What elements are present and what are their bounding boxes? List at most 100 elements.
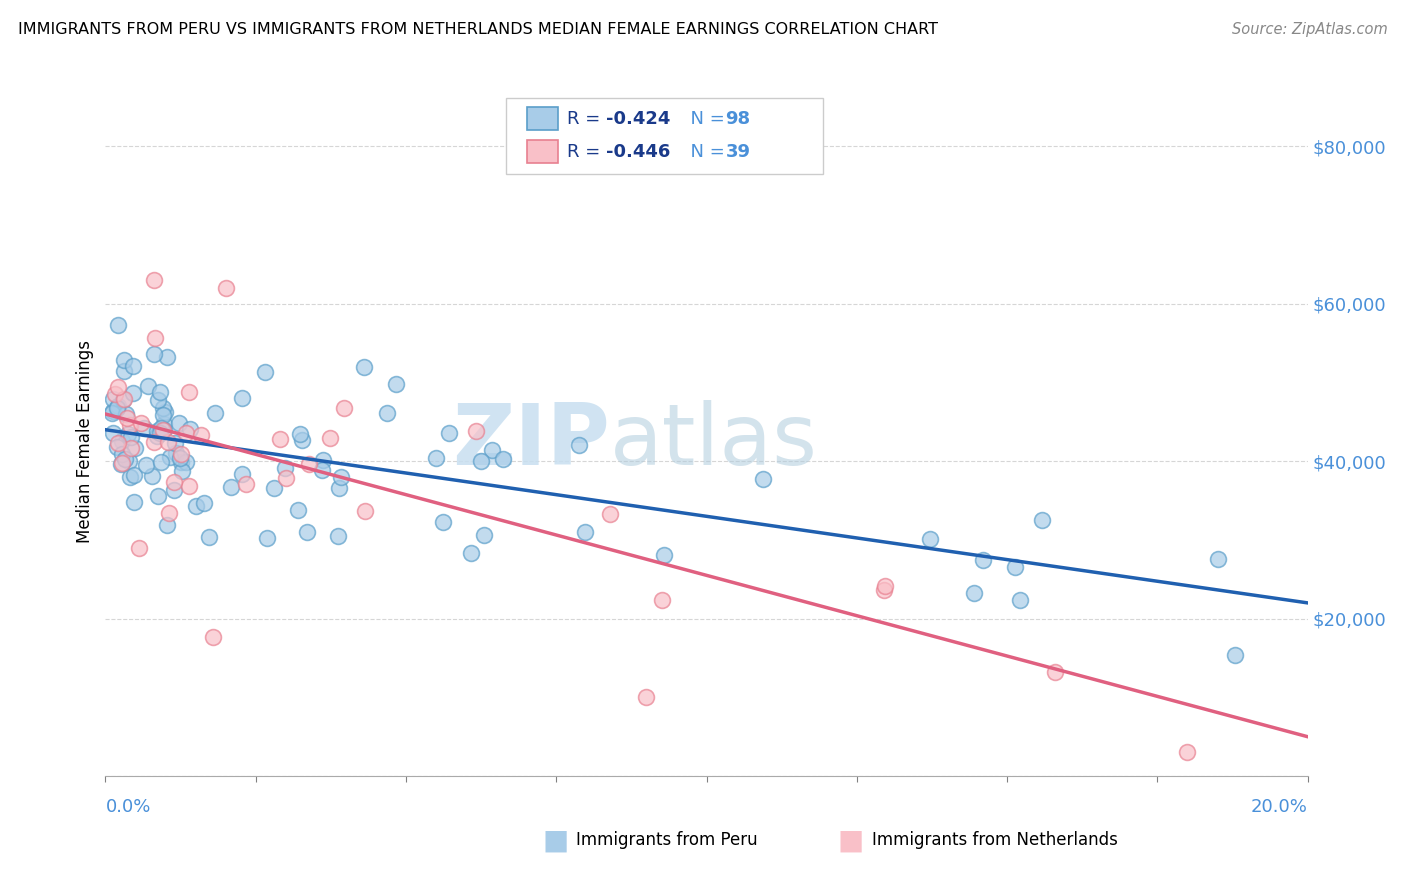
Text: N =: N = [679,110,731,128]
Point [329,470,352,484]
Point [269,433,291,447]
Point [1223,648,1246,662]
Point [146,489,169,503]
Point [163,436,186,450]
Point [170,447,193,461]
Point [651,592,673,607]
Point [153,404,176,418]
Point [120,470,142,484]
Text: R =: R = [567,110,606,128]
Point [353,359,375,374]
Text: 39: 39 [725,143,751,161]
Text: 98: 98 [725,110,751,128]
Point [263,481,285,495]
Point [120,418,142,433]
Point [384,376,406,391]
Point [103,392,125,407]
Point [1031,512,1053,526]
Point [103,404,125,418]
Point [568,438,591,452]
Point [149,426,172,441]
Point [574,524,596,539]
Text: Immigrants from Peru: Immigrants from Peru [576,831,758,849]
Point [117,426,139,441]
Point [157,434,180,449]
Point [112,353,135,368]
Point [101,426,124,441]
Point [146,393,169,408]
Point [153,423,176,437]
Point [120,441,142,455]
Point [319,431,342,445]
Point [752,472,775,486]
Point [110,456,132,470]
Point [219,480,242,494]
Point [165,446,187,460]
Point [111,434,134,449]
Point [132,421,155,435]
Point [101,406,124,420]
Point [198,530,221,544]
Point [136,379,159,393]
Point [174,425,197,440]
Point [152,423,174,437]
Point [143,331,166,345]
Point [152,401,174,415]
Point [169,450,191,465]
Text: 0.0%: 0.0% [105,798,150,816]
Point [107,399,129,413]
Point [156,351,179,365]
Point [174,454,197,468]
Point [311,463,333,477]
Point [328,482,350,496]
Point [162,483,184,498]
Point [105,441,128,455]
Point [114,452,136,467]
Point [170,464,193,478]
Point [143,434,166,449]
Point [652,548,675,562]
Text: N =: N = [679,143,731,161]
Point [375,406,398,420]
Point [112,392,135,407]
Point [287,503,309,517]
Text: IMMIGRANTS FROM PERU VS IMMIGRANTS FROM NETHERLANDS MEDIAN FEMALE EARNINGS CORRE: IMMIGRANTS FROM PERU VS IMMIGRANTS FROM … [18,22,938,37]
Point [149,455,172,469]
Point [190,427,212,442]
Point [201,630,224,644]
Point [152,417,174,431]
Point [231,467,253,481]
Point [256,531,278,545]
Text: 20.0%: 20.0% [1251,798,1308,816]
Y-axis label: Median Female Earnings: Median Female Earnings [76,340,94,543]
Point [128,541,150,555]
Point [214,281,236,295]
Point [115,407,138,421]
Point [1206,551,1229,566]
Point [465,425,488,439]
Point [179,479,201,493]
Point [193,495,215,509]
Point [150,421,173,435]
Point [472,528,495,542]
Point [157,507,180,521]
Point [122,359,145,374]
Point [179,385,201,400]
Point [291,434,314,448]
Point [972,553,994,567]
Point [163,475,186,489]
Point [460,546,482,560]
Text: ■: ■ [838,826,863,855]
Point [872,582,894,597]
Point [332,401,354,416]
Point [254,365,277,379]
Point [120,430,142,444]
Text: ZIP: ZIP [453,400,610,483]
Point [142,273,165,287]
Text: Immigrants from Netherlands: Immigrants from Netherlands [872,831,1118,849]
Point [184,499,207,513]
Point [104,386,127,401]
Text: Source: ZipAtlas.com: Source: ZipAtlas.com [1232,22,1388,37]
Point [599,507,621,521]
Point [115,410,138,425]
